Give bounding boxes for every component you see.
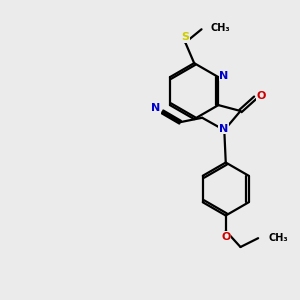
Text: O: O	[256, 91, 266, 101]
Text: N: N	[219, 124, 228, 134]
Text: N: N	[151, 103, 160, 113]
Text: O: O	[221, 232, 230, 242]
Text: N: N	[219, 71, 228, 81]
Text: S: S	[181, 32, 189, 42]
Text: CH₃: CH₃	[268, 233, 288, 243]
Text: CH₃: CH₃	[210, 23, 230, 33]
